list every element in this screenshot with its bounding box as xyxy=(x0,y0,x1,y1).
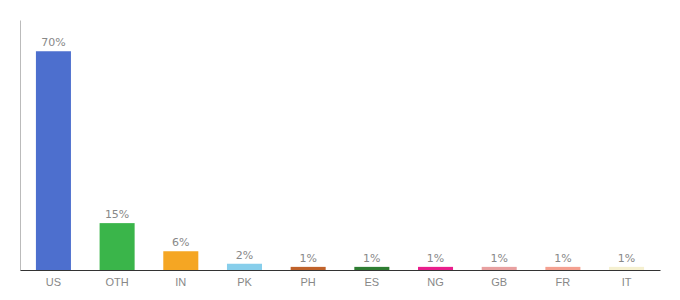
data-label: 6% xyxy=(172,236,189,249)
chart: US OTH IN PK PH ES NG GB FR IT 70% 15% 6% 2% 1% 1% 1% 1% 1… xyxy=(0,0,680,300)
y-axis-line xyxy=(20,21,21,271)
x-tick: US xyxy=(46,276,61,288)
x-axis: US OTH IN PK PH ES NG GB FR IT xyxy=(21,271,661,288)
x-tick: GB xyxy=(491,276,507,288)
x-tick: OTH xyxy=(105,276,128,288)
x-tick-label: PH xyxy=(301,276,316,288)
bar xyxy=(291,267,326,270)
x-tick: PH xyxy=(301,276,316,288)
data-label: 2% xyxy=(236,249,253,262)
x-tick: IN xyxy=(175,276,186,288)
data-label: 1% xyxy=(299,252,316,265)
x-tick-label: FR xyxy=(556,276,571,288)
x-tick-label: PK xyxy=(237,276,252,288)
data-label: 15% xyxy=(105,208,129,221)
x-tick: NG xyxy=(427,276,444,288)
x-tick-label: ES xyxy=(364,276,379,288)
data-labels: 70% 15% 6% 2% 1% 1% 1% 1% 1% 1% xyxy=(41,36,635,265)
x-tick: FR xyxy=(556,276,571,288)
x-tick-label: US xyxy=(46,276,61,288)
data-label: 1% xyxy=(490,252,507,265)
bar xyxy=(36,51,71,270)
data-label: 70% xyxy=(41,36,65,49)
data-label: 1% xyxy=(554,252,571,265)
x-tick: IT xyxy=(622,276,632,288)
bar xyxy=(418,267,453,270)
x-tick-label: OTH xyxy=(105,276,128,288)
bars xyxy=(36,51,644,270)
x-tick-label: GB xyxy=(491,276,507,288)
bar xyxy=(100,223,135,270)
data-label: 1% xyxy=(618,252,635,265)
x-tick-label: NG xyxy=(427,276,444,288)
x-tick: ES xyxy=(364,276,379,288)
x-axis-line xyxy=(21,270,661,271)
data-label: 1% xyxy=(363,252,380,265)
plot: US OTH IN PK PH ES NG GB FR IT 70% 15% 6% 2% 1% 1% 1% 1% 1… xyxy=(21,21,661,288)
bar xyxy=(163,251,198,270)
data-label: 1% xyxy=(427,252,444,265)
bar xyxy=(609,267,644,270)
y-axis xyxy=(20,21,21,271)
x-tick-label: IT xyxy=(622,276,632,288)
bar xyxy=(354,267,389,270)
bar xyxy=(227,264,262,270)
x-tick: PK xyxy=(237,276,252,288)
x-tick-label: IN xyxy=(175,276,186,288)
bar xyxy=(482,267,517,270)
bar xyxy=(545,267,580,270)
